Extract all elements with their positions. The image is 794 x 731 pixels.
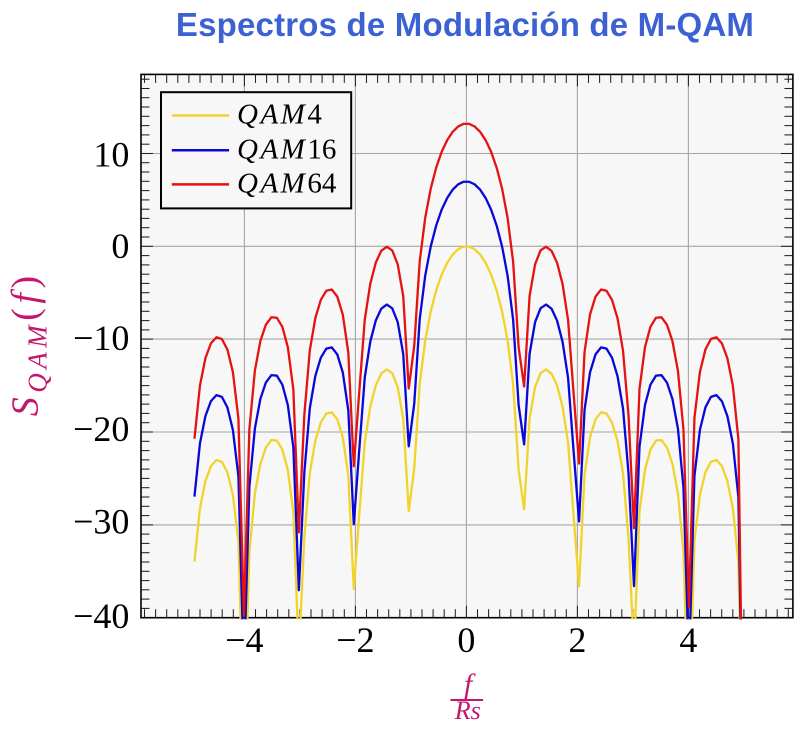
svg-text:−20: −20 [73, 409, 129, 449]
svg-text:10: 10 [93, 135, 129, 175]
svg-text:−40: −40 [73, 596, 129, 636]
svg-text:0: 0 [111, 226, 129, 266]
svg-text:−2: −2 [336, 620, 374, 660]
svg-text:−30: −30 [73, 502, 129, 542]
svg-text:−4: −4 [225, 620, 263, 660]
svg-text:2: 2 [568, 620, 586, 660]
svg-text:SQAM(f): SQAM(f) [5, 271, 53, 416]
svg-text:QAM4: QAM4 [237, 99, 322, 131]
svg-text:Rs: Rs [454, 696, 481, 725]
svg-text:4: 4 [679, 620, 697, 660]
svg-text:QAM64: QAM64 [237, 167, 337, 199]
svg-text:Espectros de Modulación de M-Q: Espectros de Modulación de M-QAM [176, 6, 754, 43]
svg-text:−10: −10 [73, 318, 129, 358]
svg-text:0: 0 [457, 620, 475, 660]
svg-text:QAM16: QAM16 [237, 133, 336, 165]
